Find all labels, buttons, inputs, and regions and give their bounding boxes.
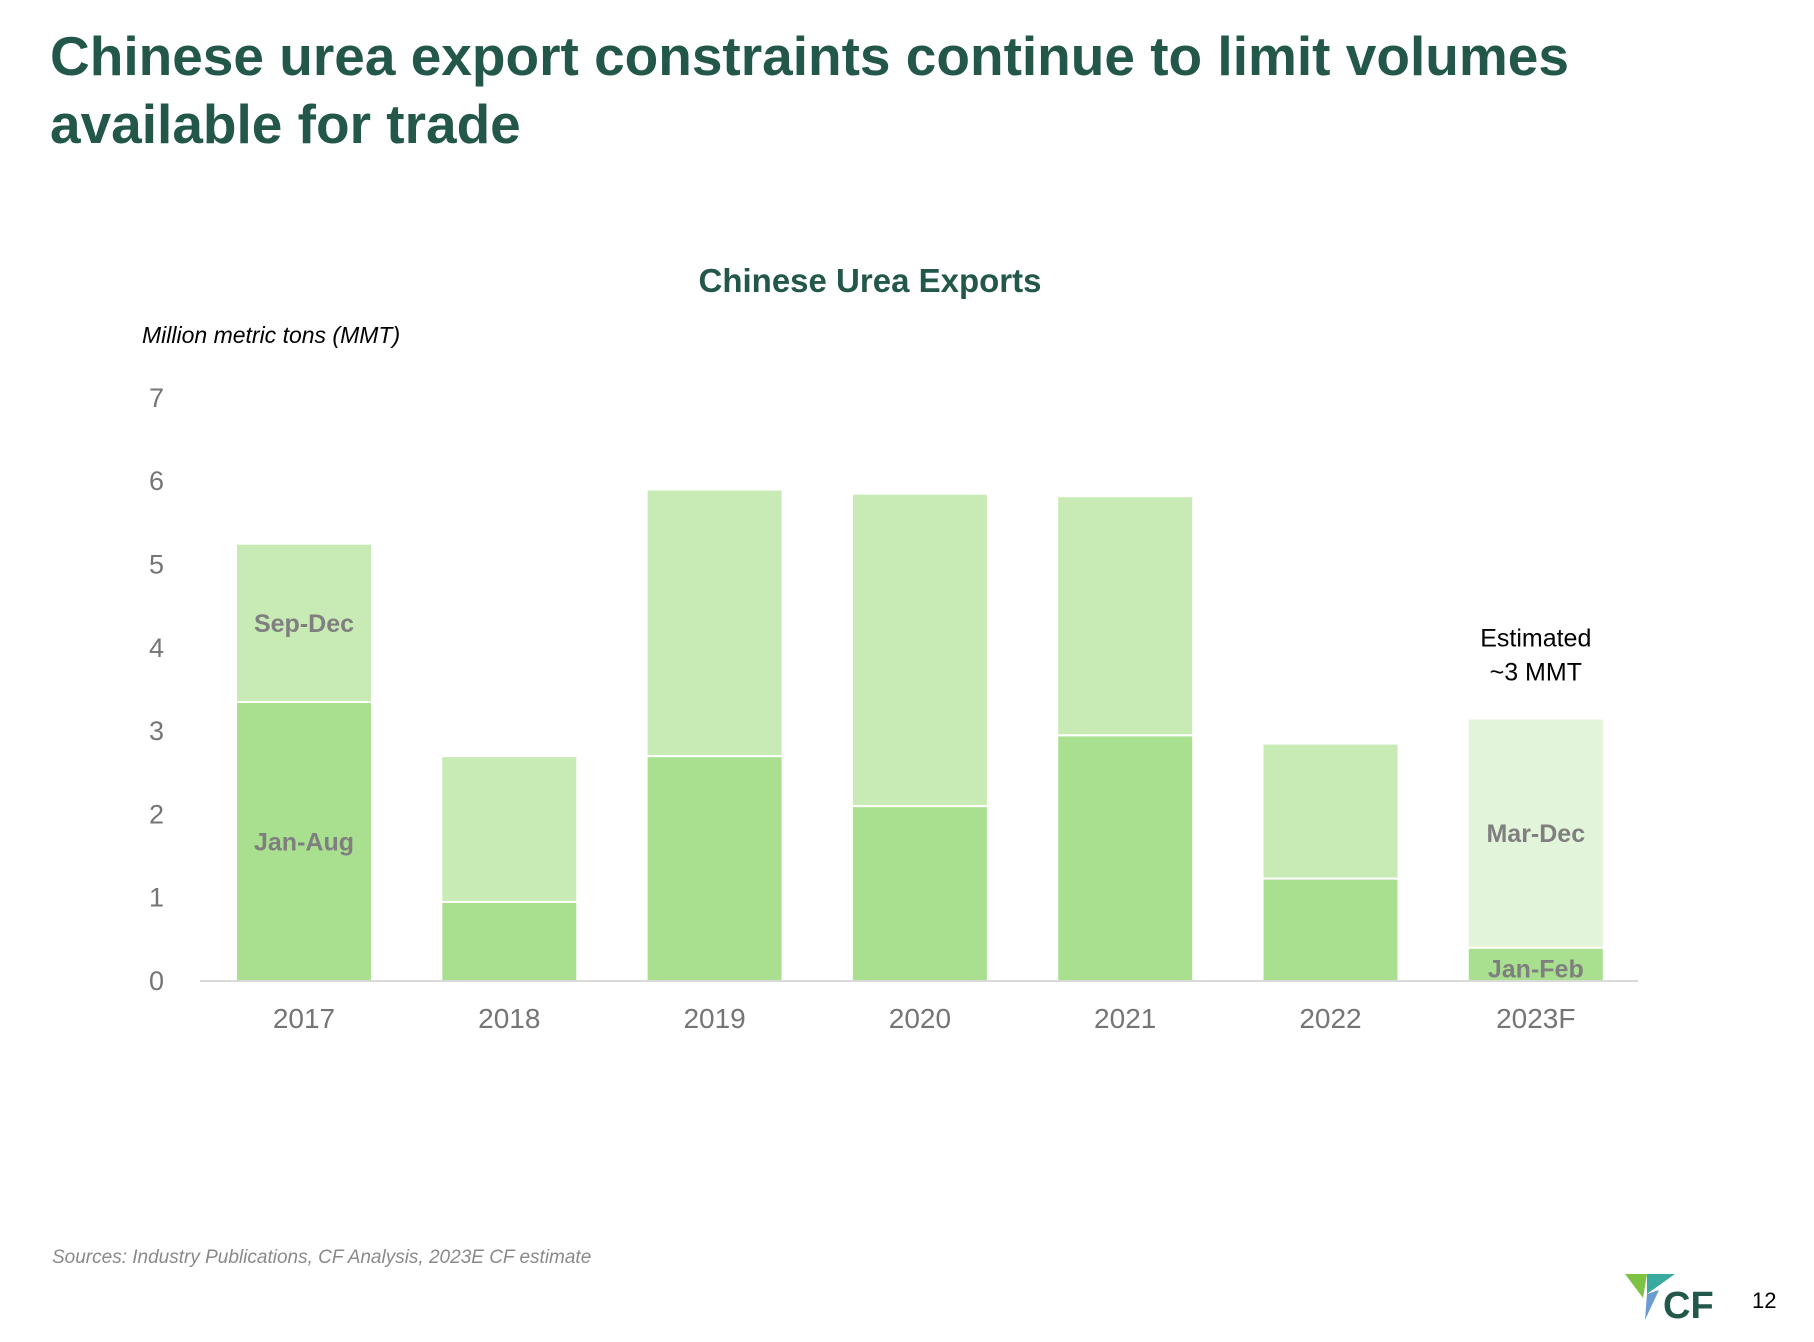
bar-2020-remaining-months xyxy=(850,492,989,808)
bar-2021-remaining-months xyxy=(1056,495,1195,737)
segment-label-mar-dec: Mar-Dec xyxy=(1486,820,1585,848)
y-tick-label-7: 7 xyxy=(149,383,164,413)
x-tick-label-2023F: 2023F xyxy=(1496,1003,1575,1034)
x-tick-label-2019: 2019 xyxy=(683,1003,745,1034)
bar-2017-remaining-months xyxy=(235,542,373,703)
segment-label-jan-aug: Jan-Aug xyxy=(254,828,354,856)
y-tick-label-1: 1 xyxy=(149,883,164,913)
y-tick-label-5: 5 xyxy=(149,550,164,580)
cf-logo: CF xyxy=(1625,1274,1714,1327)
chart-title: Chinese Urea Exports xyxy=(698,262,1042,299)
y-tick-label-3: 3 xyxy=(149,716,164,746)
logo-text: CF xyxy=(1663,1285,1714,1327)
logo-green-shape xyxy=(1625,1274,1647,1298)
bar-2022-remaining-months xyxy=(1261,742,1400,880)
bar-2022-early-months xyxy=(1261,877,1400,983)
y-axis-unit-label: Million metric tons (MMT) xyxy=(142,322,401,348)
bar-2017-early-months xyxy=(235,700,373,982)
slide-title: Chinese urea export constraints continue… xyxy=(50,25,1569,155)
y-tick-label-6: 6 xyxy=(149,466,164,496)
forecast-annotation-line-2: ~3 MMT xyxy=(1490,659,1582,687)
x-tick-label-2021: 2021 xyxy=(1094,1003,1156,1034)
bar-2019-remaining-months xyxy=(645,488,784,758)
x-tick-label-2022: 2022 xyxy=(1299,1003,1361,1034)
bar-2018-early-months xyxy=(440,900,579,982)
x-tick-label-2018: 2018 xyxy=(478,1003,540,1034)
logo-teal-shape xyxy=(1647,1274,1675,1294)
logo-blue-shape xyxy=(1645,1290,1659,1320)
segment-label-sep-dec: Sep-Dec xyxy=(254,610,354,638)
bar-2020-early-months xyxy=(850,805,989,982)
y-tick-label-0: 0 xyxy=(149,966,164,996)
y-tick-label-4: 4 xyxy=(149,633,164,663)
bar-2021-early-months xyxy=(1056,734,1195,983)
x-tick-label-2020: 2020 xyxy=(889,1003,951,1034)
segment-label-jan-feb: Jan-Feb xyxy=(1488,956,1584,984)
page-number: 12 xyxy=(1752,1288,1777,1313)
sources-note: Sources: Industry Publications, CF Analy… xyxy=(52,1247,592,1268)
forecast-annotation-line-1: Estimated xyxy=(1480,625,1591,653)
bar-2023F-remaining-months xyxy=(1466,717,1605,949)
x-tick-label-2017: 2017 xyxy=(273,1003,335,1034)
y-tick-label-2: 2 xyxy=(149,799,164,829)
bar-2018-remaining-months xyxy=(440,755,579,903)
bar-2019-early-months xyxy=(645,755,784,983)
